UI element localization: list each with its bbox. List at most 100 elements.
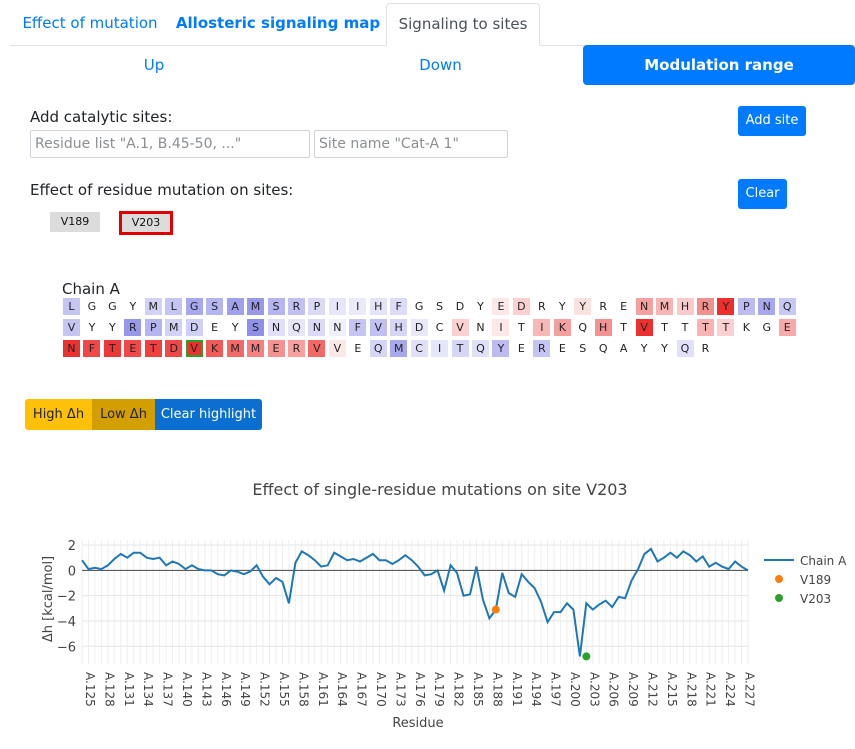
residue-cell[interactable]: V — [308, 340, 326, 357]
residue-cell[interactable]: T — [615, 319, 633, 336]
residue-cell[interactable]: D — [451, 298, 469, 315]
clear-highlight-button[interactable]: Clear highlight — [155, 399, 262, 430]
residue-cell[interactable]: G — [758, 319, 776, 336]
residue-cell[interactable]: V — [63, 319, 80, 336]
residue-cell[interactable]: E — [124, 340, 142, 357]
residue-cell[interactable]: N — [308, 319, 326, 336]
residue-cell[interactable]: R — [533, 340, 551, 357]
residue-cell[interactable]: D — [165, 340, 183, 357]
residue-cell[interactable]: T — [676, 319, 694, 336]
residue-cell[interactable]: F — [349, 319, 367, 336]
residue-cell[interactable]: N — [267, 319, 285, 336]
residue-cell[interactable]: V — [328, 340, 346, 357]
low-dh-button[interactable]: Low Δh — [92, 399, 155, 430]
residue-cell[interactable]: P — [308, 298, 326, 315]
residue-cell[interactable]: T — [512, 319, 530, 336]
residue-cell[interactable]: C — [431, 319, 449, 336]
clear-sites-button[interactable]: Clear — [738, 179, 787, 209]
residue-cell[interactable]: E — [778, 319, 796, 336]
residue-cell[interactable]: M — [226, 340, 244, 357]
residue-cell[interactable]: I — [349, 298, 367, 315]
chart-legend[interactable]: Chain A V189 V203 — [764, 554, 847, 606]
residue-cell[interactable]: Y — [553, 298, 571, 315]
residue-cell[interactable]: I — [492, 319, 510, 336]
residue-cell[interactable]: Y — [103, 319, 121, 336]
residue-cell[interactable]: A — [615, 340, 633, 357]
residue-cell[interactable]: M — [165, 319, 183, 336]
residue-cell[interactable]: D — [410, 319, 428, 336]
residue-cell[interactable]: H — [369, 298, 387, 315]
residue-cell[interactable]: R — [594, 298, 612, 315]
residue-cell[interactable]: S — [574, 340, 592, 357]
residue-cell[interactable]: Y — [226, 319, 244, 336]
residue-cell[interactable]: R — [124, 319, 142, 336]
tab-effect-of-mutation[interactable]: Effect of mutation — [22, 14, 158, 32]
residue-cell[interactable]: M — [656, 298, 674, 315]
residue-cell[interactable]: Q — [287, 319, 305, 336]
residue-cell[interactable]: P — [144, 319, 162, 336]
residue-cell[interactable]: S — [247, 319, 265, 336]
residue-cell[interactable]: Y — [472, 298, 489, 315]
residue-cell[interactable]: E — [615, 298, 633, 315]
site-chip-v189[interactable]: V189 — [50, 212, 100, 232]
residue-cell[interactable]: G — [103, 298, 121, 315]
residue-cell[interactable]: M — [390, 340, 408, 357]
residue-cell[interactable]: T — [144, 340, 162, 357]
residue-cell[interactable]: R — [696, 298, 714, 315]
residue-cell[interactable]: Q — [369, 340, 387, 357]
residue-cell[interactable]: D — [185, 319, 203, 336]
residue-cell[interactable]: K — [206, 340, 224, 357]
residue-cell[interactable]: E — [553, 340, 571, 357]
residue-cell[interactable]: V — [451, 319, 469, 336]
residue-cell[interactable]: R — [287, 340, 305, 357]
residue-cell[interactable]: Q — [594, 340, 612, 357]
residue-cell[interactable]: A — [226, 298, 244, 315]
residue-cell[interactable]: E — [267, 340, 285, 357]
residue-cell[interactable]: Y — [124, 298, 142, 315]
residue-cell[interactable]: Y — [656, 340, 674, 357]
residue-cell[interactable]: Q — [574, 319, 592, 336]
residue-cell[interactable]: V — [185, 340, 203, 357]
residue-cell[interactable]: G — [83, 298, 101, 315]
residue-cell[interactable]: V — [369, 319, 387, 336]
residue-cell[interactable]: L — [165, 298, 183, 315]
residue-cell[interactable]: N — [63, 340, 80, 357]
residue-cell[interactable]: H — [594, 319, 612, 336]
residue-cell[interactable]: P — [737, 298, 755, 315]
residue-cell[interactable]: Y — [574, 298, 592, 315]
residue-cell[interactable]: E — [349, 340, 367, 357]
residue-cell[interactable]: R — [287, 298, 305, 315]
subtab-up[interactable]: Up — [143, 56, 165, 74]
site-name-input[interactable] — [314, 130, 508, 158]
tab-allosteric-signaling-map[interactable]: Allosteric signaling map — [175, 14, 381, 32]
residue-cell[interactable]: R — [696, 340, 714, 357]
residue-cell[interactable]: L — [63, 298, 80, 315]
residue-cell[interactable]: M — [247, 298, 265, 315]
residue-cell[interactable]: T — [717, 319, 735, 336]
residue-cell[interactable]: T — [103, 340, 121, 357]
residue-list-input[interactable] — [30, 130, 310, 158]
residue-cell[interactable]: E — [512, 340, 530, 357]
residue-cell[interactable]: Q — [676, 340, 694, 357]
residue-cell[interactable]: S — [267, 298, 285, 315]
residue-cell[interactable]: Y — [492, 340, 510, 357]
add-site-button[interactable]: Add site — [738, 106, 806, 136]
residue-cell[interactable]: F — [83, 340, 101, 357]
residue-cell[interactable]: E — [492, 298, 510, 315]
residue-cell[interactable]: N — [328, 319, 346, 336]
residue-cell[interactable]: M — [144, 298, 162, 315]
residue-cell[interactable]: T — [696, 319, 714, 336]
residue-cell[interactable]: H — [390, 319, 408, 336]
site-chip-v203[interactable]: V203 — [119, 211, 173, 235]
residue-cell[interactable]: Q — [472, 340, 489, 357]
residue-cell[interactable]: N — [472, 319, 489, 336]
residue-cell[interactable]: C — [410, 340, 428, 357]
residue-cell[interactable]: S — [206, 298, 224, 315]
residue-cell[interactable]: D — [512, 298, 530, 315]
subtab-modulation-range[interactable]: Modulation range — [583, 45, 855, 85]
residue-cell[interactable]: Y — [635, 340, 653, 357]
residue-cell[interactable]: K — [553, 319, 571, 336]
residue-cell[interactable]: H — [676, 298, 694, 315]
residue-cell[interactable]: M — [247, 340, 265, 357]
high-dh-button[interactable]: High Δh — [25, 399, 92, 430]
